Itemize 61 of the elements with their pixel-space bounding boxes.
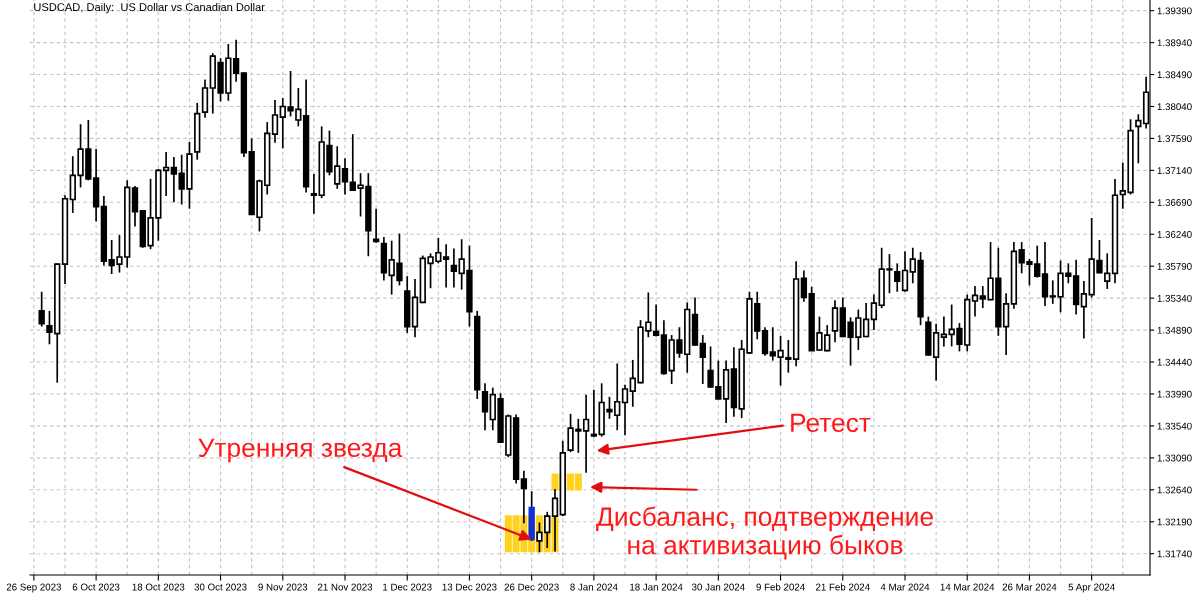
- y-tick-label: 1.32640: [1157, 486, 1192, 494]
- candlestick: [131, 185, 139, 228]
- x-tick-label: 18 Oct 2023: [132, 583, 185, 591]
- x-tick-label: 13 Dec 2023: [442, 583, 497, 591]
- annotation: Утренняя звезда: [198, 438, 403, 463]
- candlestick: [894, 262, 901, 293]
- x-tick-label: 21 Feb 2024: [815, 583, 870, 591]
- candlestick: [341, 157, 349, 196]
- y-tick-label: 1.35340: [1157, 294, 1192, 302]
- candlestick: [699, 334, 706, 385]
- candlestick: [481, 382, 489, 432]
- annotation: Дисбаланс, подтверждение на активизацию быков: [596, 506, 933, 560]
- candlestick: [862, 302, 870, 339]
- y-tick-label: 1.37590: [1157, 135, 1192, 143]
- x-tick-label: 26 Mar 2024: [1002, 583, 1057, 591]
- y-tick-label: 1.38940: [1157, 39, 1192, 47]
- y-tick-label: 1.37140: [1157, 167, 1192, 174]
- candlestick: [1080, 280, 1088, 340]
- x-tick-label: 6 Oct 2023: [72, 583, 120, 591]
- y-tick-label: 1.38040: [1157, 103, 1192, 111]
- annotation: Ретест: [791, 413, 871, 433]
- y-tick-label: 1.33540: [1157, 422, 1192, 430]
- candlestick: [831, 299, 839, 343]
- y-tick-label: 1.34890: [1157, 326, 1192, 334]
- x-tick-label: 30 Oct 2023: [194, 583, 247, 591]
- x-tick-label: 26 Sep 2023: [6, 583, 62, 593]
- candlestick: [1041, 241, 1049, 307]
- candlestick: [1002, 292, 1010, 356]
- candlestick: [761, 326, 769, 357]
- candlestick: [38, 290, 45, 328]
- x-tick-label: 1 Dec 2023: [383, 583, 432, 591]
- y-tick-label: 1.39390: [1157, 7, 1192, 15]
- x-tick-label: 4 Mar 2024: [880, 583, 930, 591]
- y-tick-label: 1.34440: [1157, 358, 1192, 366]
- candlestick: [870, 293, 878, 331]
- y-tick-label: 1.31740: [1157, 550, 1192, 558]
- candlestick: [901, 250, 909, 293]
- candlestick: [582, 393, 590, 474]
- x-tick-label: 9 Feb 2024: [756, 583, 805, 591]
- y-tick-label: 1.33990: [1157, 390, 1192, 398]
- x-tick-label: 30 Jan 2024: [691, 583, 745, 591]
- x-tick-label: 9 Nov 2023: [258, 583, 308, 591]
- y-tick-label: 1.36690: [1157, 199, 1192, 206]
- candlestick: [971, 285, 979, 318]
- y-tick-label: 1.32190: [1157, 518, 1192, 526]
- x-tick-label: 14 Mar 2024: [940, 583, 995, 591]
- candlestick: [162, 151, 170, 197]
- x-tick-label: 18 Jan 2024: [630, 583, 683, 591]
- y-tick-label: 1.36240: [1157, 230, 1192, 238]
- candlestick: [621, 383, 629, 436]
- chart-title: USDCAD, Daily: US Dollar vs Canadian Dollar: [34, 2, 265, 14]
- x-tick-label: 26 Dec 2023: [504, 583, 559, 591]
- candlestick: [940, 315, 948, 348]
- x-tick-label: 21 Nov 2023: [317, 583, 373, 591]
- candlestick: [372, 207, 380, 244]
- y-tick-label: 1.33090: [1157, 454, 1192, 462]
- x-tick-label: 5 Apr 2024: [1068, 583, 1115, 593]
- candlestick: [271, 99, 279, 144]
- y-tick-label: 1.38490: [1157, 71, 1192, 79]
- y-tick-label: 1.35790: [1157, 262, 1192, 270]
- x-tick-label: 8 Jan 2024: [570, 583, 618, 591]
